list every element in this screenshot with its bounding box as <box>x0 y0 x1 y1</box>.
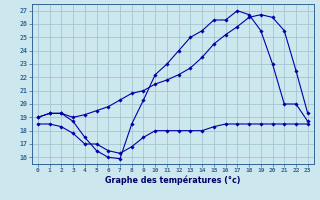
X-axis label: Graphe des températures (°c): Graphe des températures (°c) <box>105 176 241 185</box>
